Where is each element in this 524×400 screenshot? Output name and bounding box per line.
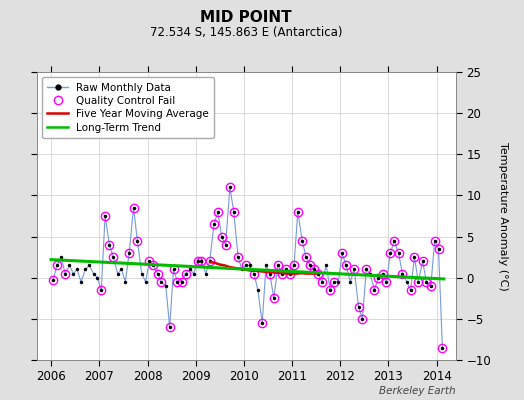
Text: 72.534 S, 145.863 E (Antarctica): 72.534 S, 145.863 E (Antarctica) xyxy=(150,26,343,39)
Text: MID POINT: MID POINT xyxy=(201,10,292,25)
Text: Berkeley Earth: Berkeley Earth xyxy=(379,386,456,396)
Legend: Raw Monthly Data, Quality Control Fail, Five Year Moving Average, Long-Term Tren: Raw Monthly Data, Quality Control Fail, … xyxy=(42,77,214,138)
Y-axis label: Temperature Anomaly (°C): Temperature Anomaly (°C) xyxy=(498,142,508,290)
